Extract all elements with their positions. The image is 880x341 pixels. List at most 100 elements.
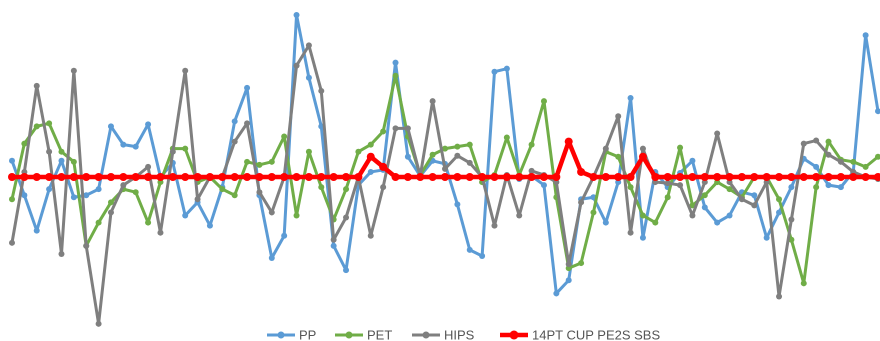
data-point	[726, 212, 733, 219]
data-point	[614, 173, 623, 181]
data-point	[132, 143, 139, 150]
data-point	[70, 194, 77, 201]
data-point	[70, 158, 77, 165]
data-point	[639, 212, 646, 219]
data-point	[689, 157, 696, 164]
data-point	[714, 219, 721, 226]
data-point	[503, 65, 510, 72]
data-point	[9, 196, 15, 203]
data-point	[157, 229, 164, 236]
data-point	[861, 173, 870, 181]
legend: PP PET HIPS 14PT CUP PE2S SBS	[267, 328, 660, 341]
legend-item: HIPS	[412, 328, 475, 341]
data-point	[762, 173, 771, 181]
data-point	[219, 186, 226, 193]
data-point	[491, 68, 498, 75]
data-point	[32, 173, 41, 181]
legend-item: PET	[335, 328, 392, 341]
data-point	[318, 87, 325, 94]
series-layer	[8, 12, 880, 327]
data-point	[46, 186, 53, 193]
data-point	[58, 148, 65, 155]
data-point	[244, 84, 251, 91]
data-point	[479, 252, 486, 259]
data-point	[193, 173, 202, 181]
data-point	[825, 138, 832, 145]
data-point	[342, 173, 351, 181]
data-point	[751, 202, 758, 209]
legend-swatch-marker	[422, 331, 430, 339]
data-point	[824, 173, 833, 181]
data-point	[565, 277, 572, 284]
data-point	[70, 67, 77, 74]
data-point	[367, 141, 374, 148]
data-point	[825, 182, 832, 189]
data-point	[168, 173, 177, 181]
data-point	[305, 148, 312, 155]
data-point	[46, 148, 53, 155]
data-point	[639, 145, 646, 152]
data-point	[701, 204, 708, 211]
data-point	[156, 173, 165, 181]
data-point	[293, 12, 300, 18]
data-point	[231, 192, 238, 199]
series-pp	[9, 12, 880, 297]
data-point	[107, 123, 114, 130]
data-point	[615, 153, 622, 160]
data-point	[392, 72, 399, 79]
data-point	[626, 173, 635, 181]
data-point	[182, 145, 189, 152]
data-point	[120, 182, 127, 189]
data-point	[677, 182, 684, 189]
data-point	[343, 267, 350, 274]
data-point	[21, 140, 28, 147]
data-point	[874, 173, 880, 181]
data-point	[206, 222, 213, 229]
data-point	[292, 173, 301, 181]
data-point	[589, 173, 598, 181]
data-point	[244, 158, 251, 165]
data-point	[466, 159, 473, 166]
data-point	[849, 173, 858, 181]
data-point	[205, 173, 214, 181]
legend-swatch-marker	[277, 331, 285, 339]
data-point	[465, 173, 474, 181]
data-point	[82, 173, 91, 181]
data-point	[502, 173, 511, 181]
data-point	[799, 173, 808, 181]
data-point	[453, 173, 462, 181]
data-point	[169, 148, 176, 155]
data-point	[837, 184, 844, 191]
data-point	[9, 239, 15, 246]
data-point	[627, 229, 634, 236]
data-point	[454, 201, 461, 208]
data-point	[182, 67, 189, 74]
data-point	[813, 163, 820, 170]
data-point	[466, 141, 473, 148]
data-point	[813, 184, 820, 191]
data-point	[403, 173, 412, 181]
data-point	[862, 32, 869, 39]
data-point	[676, 173, 685, 181]
data-point	[218, 173, 227, 181]
data-point	[454, 143, 461, 150]
data-point	[255, 173, 264, 181]
data-point	[230, 173, 239, 181]
data-point	[33, 227, 40, 234]
data-point	[392, 59, 399, 66]
data-point	[330, 242, 337, 249]
data-point	[639, 234, 646, 241]
data-point	[652, 219, 659, 226]
data-point	[787, 173, 796, 181]
data-point	[145, 219, 152, 226]
data-point	[33, 82, 40, 89]
data-point	[107, 199, 114, 206]
data-point	[194, 196, 201, 203]
data-point	[454, 152, 461, 159]
data-point	[776, 293, 783, 300]
data-point	[404, 125, 411, 132]
data-point	[590, 209, 597, 216]
data-point	[751, 192, 758, 199]
data-point	[268, 209, 275, 216]
